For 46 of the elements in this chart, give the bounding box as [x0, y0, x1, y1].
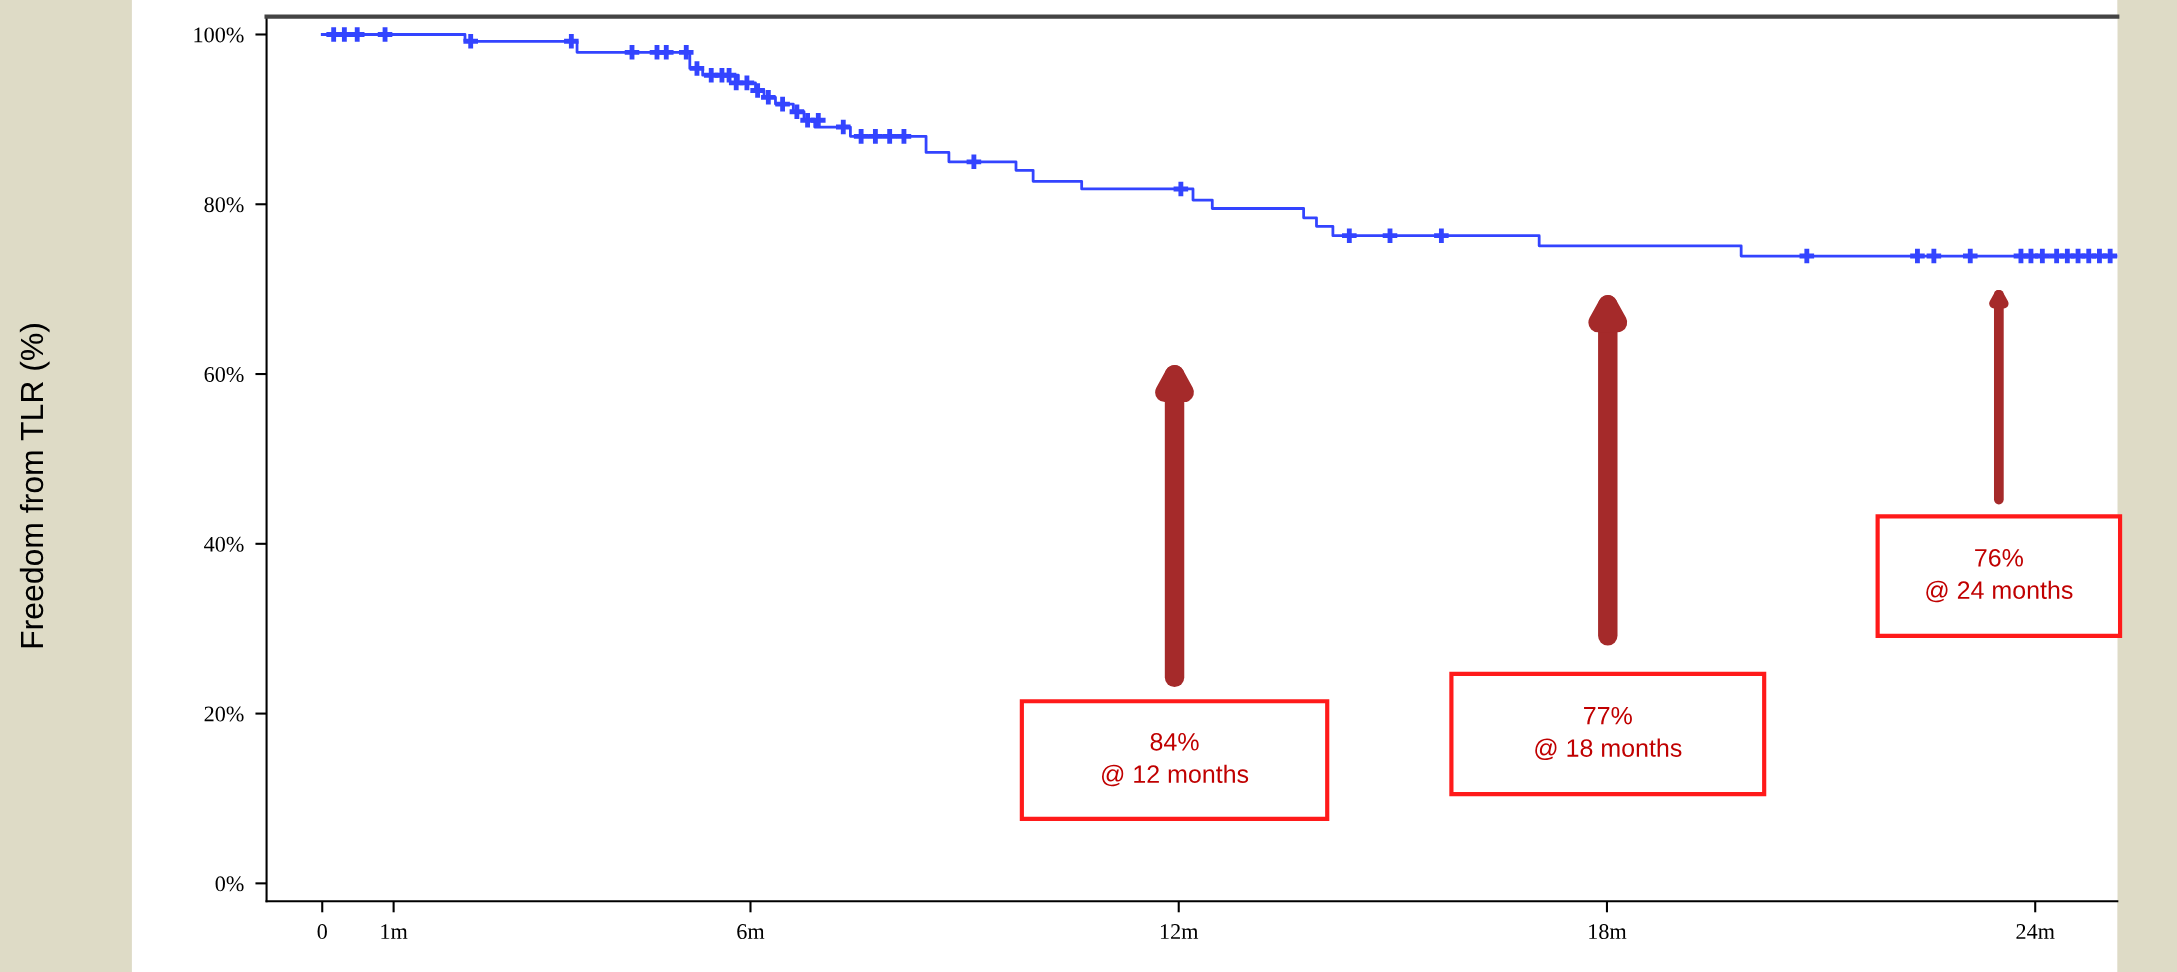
point: [966, 154, 982, 170]
point: [1926, 248, 1942, 264]
point: [1910, 248, 1925, 264]
point: [658, 45, 674, 60]
y-tick-label: 0%: [215, 876, 244, 892]
y-tick-label: 80%: [204, 197, 244, 213]
point: [1962, 248, 1978, 264]
x-tick-label: 1m: [381, 924, 408, 939]
point: [1173, 181, 1189, 197]
point: [1434, 228, 1449, 243]
y-tick-label: 40%: [204, 536, 244, 552]
point: [761, 90, 776, 105]
point: [1342, 228, 1357, 243]
point: [2102, 248, 2118, 264]
annotation: 77% @ 18 months: [1535, 706, 1682, 761]
y-tick-label: 60%: [204, 366, 244, 383]
x-tick-label: 18m: [1589, 924, 1627, 940]
y-tick-label: 20%: [204, 706, 244, 722]
point: [853, 129, 869, 144]
point: [789, 104, 805, 120]
point: [1382, 228, 1398, 243]
point: [2035, 248, 2050, 264]
y-tick-label: 100%: [194, 27, 244, 43]
point: [349, 27, 365, 42]
point: [896, 129, 912, 144]
point: [1799, 248, 1815, 264]
annotation: 84% @ 12 months: [1101, 732, 1249, 787]
annotation: 76% @ 24 months: [1926, 548, 2073, 603]
point: [811, 112, 826, 128]
point: [463, 34, 478, 49]
point: [739, 75, 755, 91]
point: [377, 27, 393, 42]
point: [868, 129, 883, 144]
point: [750, 83, 765, 98]
y-axis-title: Freedom from TLR (%): [19, 324, 50, 648]
point: [624, 45, 640, 60]
point: [775, 96, 790, 112]
point: [564, 34, 579, 49]
point: [835, 119, 851, 135]
x-tick-label: 6m: [737, 924, 765, 940]
point: [882, 129, 897, 144]
x-tick-label: 0: [317, 924, 327, 940]
point: [689, 61, 705, 76]
point: [678, 45, 694, 60]
x-tick-label: 12m: [1160, 924, 1199, 939]
x-tick-label: 24m: [2016, 924, 2055, 939]
